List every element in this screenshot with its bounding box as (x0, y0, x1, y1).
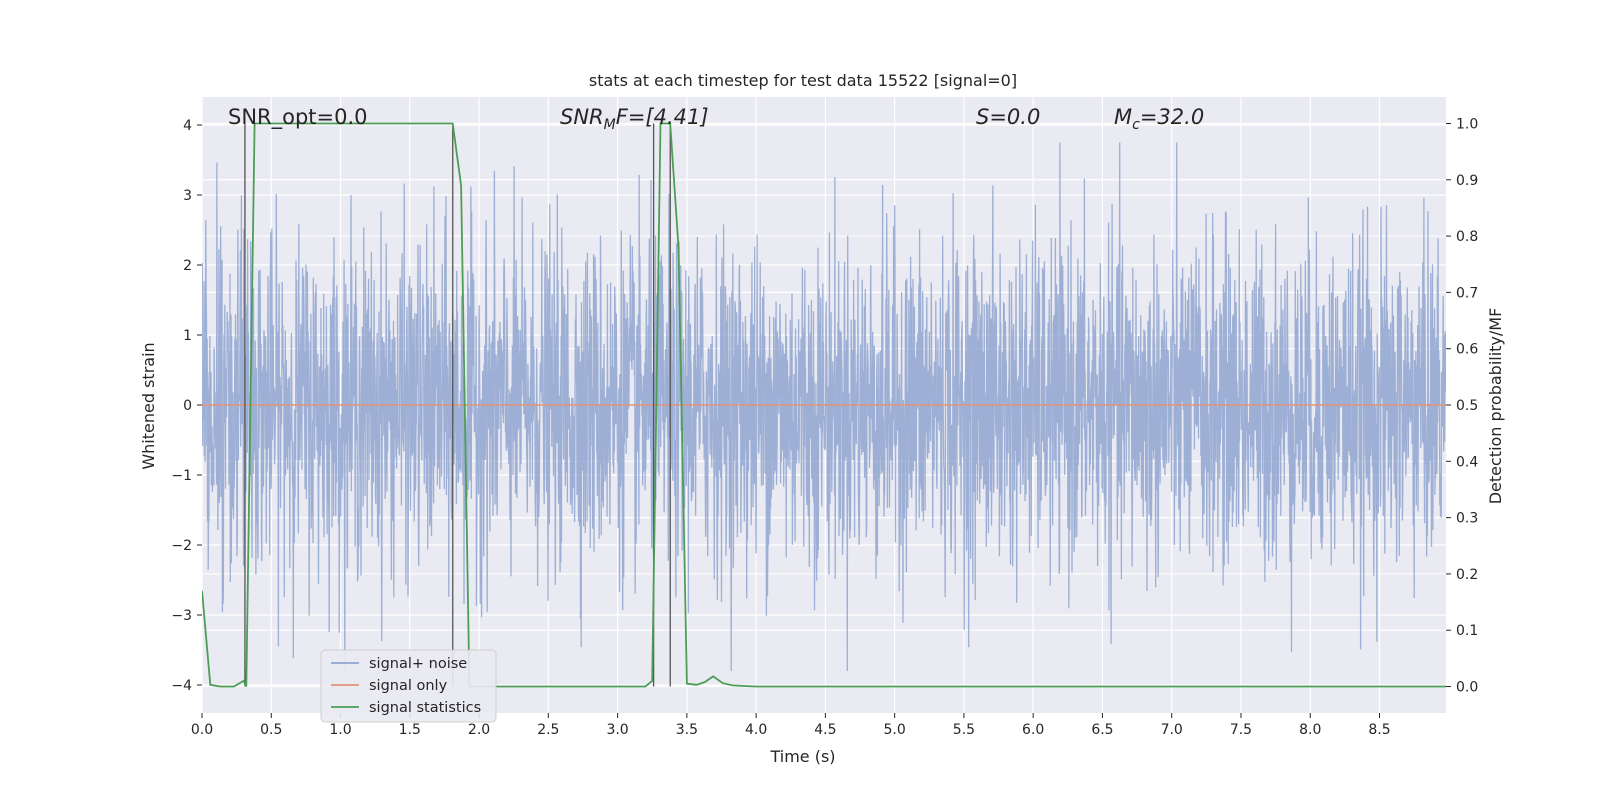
plot-area: 0.0 0.5 1.0 1.5 2.0 2.5 3.0 3.5 4.0 4.5 5.0 5.5 6.0 6… (171, 97, 1478, 738)
y-tick-label: −1 (171, 468, 192, 484)
series-signal-noise (202, 142, 1446, 672)
legend-box (320, 649, 497, 723)
x-tick-label: 3.5 (676, 722, 698, 738)
y-tick-label: 3 (183, 188, 192, 204)
legend: signal+ noise signal only signal statistic… (320, 649, 497, 723)
x-tick-label: 2.0 (468, 722, 490, 738)
y2-tick-label: 0.4 (1456, 454, 1478, 470)
x-tick-label: 3.0 (606, 722, 628, 738)
x-tick-label: 2.5 (537, 722, 559, 738)
x-tick-label: 7.5 (1230, 722, 1252, 738)
y2-tick-label: 0.0 (1456, 680, 1478, 696)
annotation-s-stat: S=0.0 (976, 105, 1040, 129)
y2-tick-label: 0.3 (1456, 511, 1478, 527)
y-tick-label: −4 (171, 678, 192, 694)
annotation-mc: Mc=32.0 (1114, 105, 1204, 133)
x-tick-label: 6.0 (1022, 722, 1044, 738)
legend-label: signal statistics (369, 700, 481, 716)
x-tick-label: 5.0 (884, 722, 906, 738)
legend-label: signal+ noise (369, 656, 467, 672)
x-tick-label: 8.0 (1299, 722, 1321, 738)
y2-tick-label: 0.7 (1456, 285, 1478, 301)
x-tick-label: 7.0 (1161, 722, 1183, 738)
x-axis-label: Time (s) (769, 747, 835, 766)
y2-tick-label: 0.1 (1456, 623, 1478, 639)
y2-axis-label: Detection probability/MF (1486, 308, 1505, 505)
annotation-snr-opt: SNR_opt=0.0 (228, 105, 368, 130)
y-tick-label: 0 (183, 398, 192, 414)
legend-label: signal only (369, 678, 448, 694)
y-tick-label: −3 (171, 608, 192, 624)
x-tick-label: 4.5 (814, 722, 836, 738)
y-tick-label: 2 (183, 258, 192, 274)
y-axis-label: Whitened strain (139, 342, 158, 469)
y2-tick-label: 1.0 (1456, 116, 1478, 132)
y-tick-label: 1 (183, 328, 192, 344)
annotation-snr-mf: SNRMF=[4.41] (560, 105, 709, 133)
x-tick-label: 5.5 (953, 722, 975, 738)
chart-title: stats at each timestep for test data 155… (589, 71, 1017, 90)
y2-tick-label: 0.6 (1456, 342, 1478, 358)
series-signal-statistics (202, 122, 1446, 688)
x-tick-label: 8.5 (1368, 722, 1390, 738)
x-tick-label: 6.5 (1091, 722, 1113, 738)
y2-tick-label: 0.8 (1456, 229, 1478, 245)
y2-tick-label: 0.2 (1456, 567, 1478, 583)
y-tick-label: 4 (183, 118, 192, 134)
x-tick-label: 1.0 (329, 722, 351, 738)
x-tick-label: 0.0 (191, 722, 213, 738)
x-tick-label: 4.0 (745, 722, 767, 738)
y2-tick-label: 0.9 (1456, 173, 1478, 189)
x-tick-label: 0.5 (260, 722, 282, 738)
y2-tick-label: 0.5 (1456, 398, 1478, 414)
x-tick-label: 1.5 (399, 722, 421, 738)
y-tick-label: −2 (171, 538, 192, 554)
